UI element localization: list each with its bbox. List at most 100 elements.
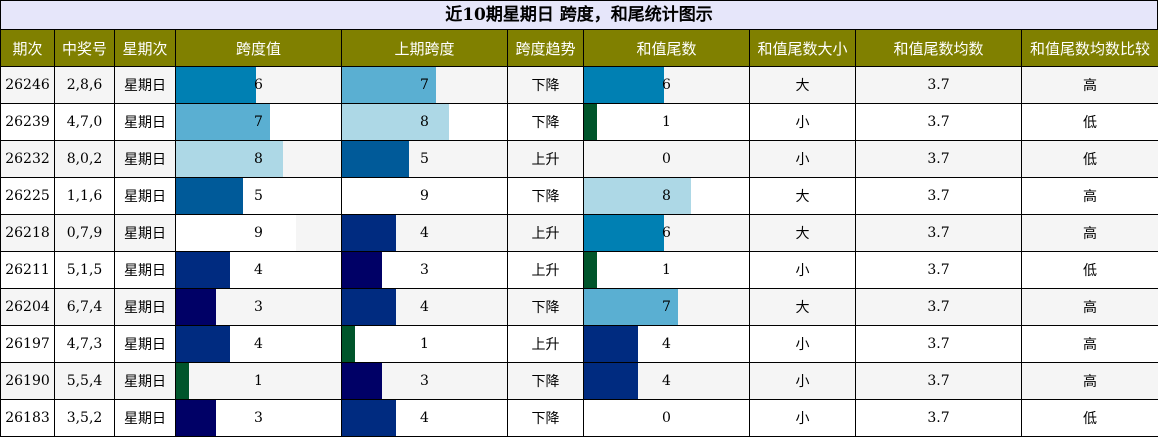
prev-span-cell: 1	[342, 326, 508, 363]
sum-tail-cell-value: 0	[584, 141, 749, 177]
weekday-cell: 星期日	[115, 289, 176, 326]
sum-tail-cell-value: 1	[584, 252, 749, 288]
sum-tail-cell-value: 7	[584, 289, 749, 325]
avg-cell: 3.7	[856, 363, 1022, 400]
issue-cell: 26246	[1, 67, 55, 104]
sum-tail-cell: 1	[584, 104, 750, 141]
issue-cell: 26190	[1, 363, 55, 400]
sum-tail-cell-value: 4	[584, 326, 749, 362]
numbers-cell: 5,1,5	[55, 252, 115, 289]
header-prev-span: 上期跨度	[342, 30, 508, 67]
prev-span-cell-value: 3	[342, 252, 507, 288]
weekday-cell: 星期日	[115, 104, 176, 141]
prev-span-cell: 3	[342, 252, 508, 289]
weekday-cell: 星期日	[115, 400, 176, 437]
trend-cell: 上升	[508, 252, 584, 289]
compare-cell: 高	[1022, 289, 1158, 326]
avg-cell: 3.7	[856, 400, 1022, 437]
prev-span-cell-value: 4	[342, 215, 507, 251]
size-cell: 小	[750, 141, 856, 178]
size-cell: 大	[750, 289, 856, 326]
trend-cell: 下降	[508, 67, 584, 104]
weekday-cell: 星期日	[115, 252, 176, 289]
sum-tail-cell-value: 1	[584, 104, 749, 140]
avg-cell: 3.7	[856, 289, 1022, 326]
prev-span-cell: 5	[342, 141, 508, 178]
trend-cell: 上升	[508, 326, 584, 363]
compare-cell: 高	[1022, 326, 1158, 363]
numbers-cell: 1,1,6	[55, 178, 115, 215]
prev-span-cell-value: 7	[342, 67, 507, 103]
numbers-cell: 4,7,3	[55, 326, 115, 363]
header-row: 期次 中奖号 星期次 跨度值 上期跨度 跨度趋势 和值尾数 和值尾数大小 和值尾…	[1, 30, 1158, 67]
size-cell: 大	[750, 67, 856, 104]
issue-cell: 26239	[1, 104, 55, 141]
header-weekday: 星期次	[115, 30, 176, 67]
span-cell-value: 1	[176, 363, 341, 399]
avg-cell: 3.7	[856, 104, 1022, 141]
numbers-cell: 3,5,2	[55, 400, 115, 437]
trend-cell: 下降	[508, 289, 584, 326]
span-cell-value: 9	[176, 215, 341, 251]
compare-cell: 高	[1022, 67, 1158, 104]
span-cell-value: 8	[176, 141, 341, 177]
span-cell: 1	[176, 363, 342, 400]
sum-tail-cell-value: 6	[584, 215, 749, 251]
sum-tail-cell-value: 0	[584, 400, 749, 436]
span-cell: 3	[176, 400, 342, 437]
span-cell: 5	[176, 178, 342, 215]
prev-span-cell: 4	[342, 215, 508, 252]
trend-cell: 下降	[508, 363, 584, 400]
compare-cell: 高	[1022, 363, 1158, 400]
header-sum-tail: 和值尾数	[584, 30, 750, 67]
header-numbers: 中奖号	[55, 30, 115, 67]
sum-tail-cell: 6	[584, 67, 750, 104]
stats-table: 期次 中奖号 星期次 跨度值 上期跨度 跨度趋势 和值尾数 和值尾数大小 和值尾…	[0, 29, 1158, 437]
sum-tail-cell: 8	[584, 178, 750, 215]
prev-span-cell-value: 3	[342, 363, 507, 399]
numbers-cell: 6,7,4	[55, 289, 115, 326]
compare-cell: 低	[1022, 141, 1158, 178]
avg-cell: 3.7	[856, 67, 1022, 104]
span-cell: 4	[176, 252, 342, 289]
span-cell-value: 7	[176, 104, 341, 140]
issue-cell: 26232	[1, 141, 55, 178]
weekday-cell: 星期日	[115, 326, 176, 363]
sum-tail-cell-value: 4	[584, 363, 749, 399]
weekday-cell: 星期日	[115, 363, 176, 400]
compare-cell: 高	[1022, 178, 1158, 215]
span-cell: 9	[176, 215, 342, 252]
prev-span-cell: 3	[342, 363, 508, 400]
avg-cell: 3.7	[856, 141, 1022, 178]
size-cell: 小	[750, 104, 856, 141]
numbers-cell: 4,7,0	[55, 104, 115, 141]
issue-cell: 26197	[1, 326, 55, 363]
header-span: 跨度值	[176, 30, 342, 67]
compare-cell: 低	[1022, 400, 1158, 437]
numbers-cell: 5,5,4	[55, 363, 115, 400]
span-cell: 4	[176, 326, 342, 363]
numbers-cell: 0,7,9	[55, 215, 115, 252]
prev-span-cell: 4	[342, 289, 508, 326]
header-issue: 期次	[1, 30, 55, 67]
numbers-cell: 2,8,6	[55, 67, 115, 104]
issue-cell: 26218	[1, 215, 55, 252]
size-cell: 小	[750, 363, 856, 400]
header-compare: 和值尾数均数比较	[1022, 30, 1158, 67]
trend-cell: 下降	[508, 178, 584, 215]
span-cell: 7	[176, 104, 342, 141]
prev-span-cell-value: 5	[342, 141, 507, 177]
prev-span-cell-value: 4	[342, 289, 507, 325]
issue-cell: 26211	[1, 252, 55, 289]
sum-tail-cell: 6	[584, 215, 750, 252]
